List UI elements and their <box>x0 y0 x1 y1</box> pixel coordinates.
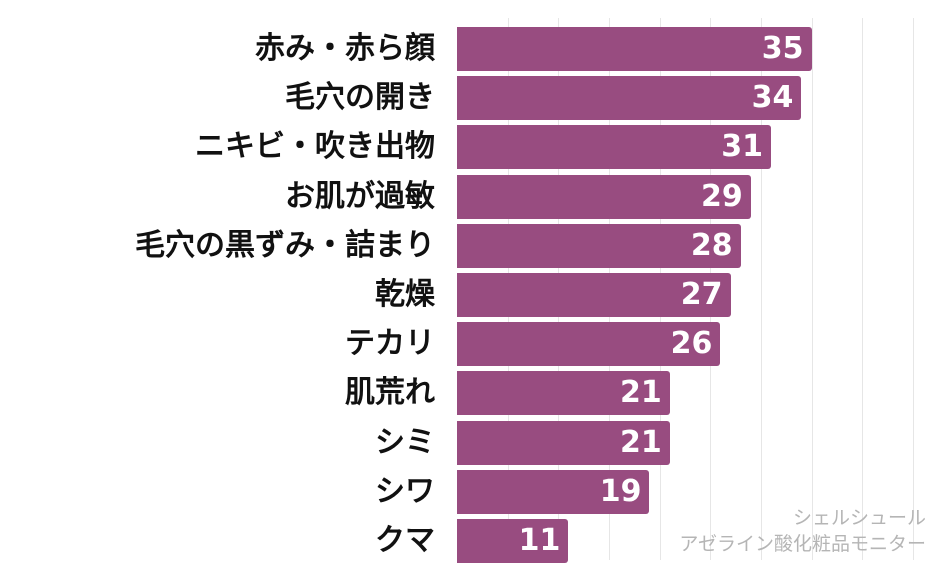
bar-value-label: 19 <box>599 473 642 509</box>
bar-value-label: 27 <box>680 277 723 312</box>
bar: 27 <box>457 273 731 317</box>
category-label: テカリ <box>345 326 435 362</box>
bar-value-label: 34 <box>751 80 794 116</box>
category-label: 肌荒れ <box>345 375 435 411</box>
category-label: 赤み・赤ら顔 <box>255 31 435 66</box>
gridline <box>811 18 813 560</box>
category-label: シワ <box>375 473 435 509</box>
bar: 29 <box>457 174 751 219</box>
category-label: 毛穴の開き <box>285 80 435 116</box>
category-label: シミ <box>375 424 435 460</box>
bar: 19 <box>457 469 650 514</box>
bar: 31 <box>457 125 772 170</box>
bar: 26 <box>457 322 721 367</box>
gridline <box>760 18 762 560</box>
bar-value-label: 35 <box>761 31 804 66</box>
category-label: ニキビ・吹き出物 <box>195 129 435 165</box>
bar-value-label: 31 <box>721 129 764 165</box>
bar-value-label: 11 <box>518 523 561 558</box>
category-label: 乾燥 <box>375 277 435 312</box>
bar: 35 <box>457 27 812 71</box>
bar: 21 <box>457 371 670 416</box>
credit-line-1: シェルシュール <box>792 507 926 529</box>
bar-value-label: 26 <box>670 326 713 362</box>
bar-value-label: 21 <box>619 424 662 460</box>
credit-line-2: アゼライン酸化粧品モニター <box>679 533 926 555</box>
category-label: お肌が過敏 <box>285 178 435 214</box>
bar-value-label: 28 <box>690 227 733 263</box>
credit-text: シェルシュール アゼライン酸化粧品モニター <box>679 505 926 557</box>
bar: 21 <box>457 420 670 465</box>
bar-value-label: 29 <box>701 178 743 214</box>
gridline <box>862 18 864 560</box>
bar: 28 <box>457 223 741 268</box>
gridline <box>912 18 914 560</box>
bar-value-label: 21 <box>619 375 662 411</box>
category-label: クマ <box>375 523 435 558</box>
category-label: 毛穴の黒ずみ・詰まり <box>135 227 435 263</box>
bar: 11 <box>457 519 569 563</box>
bar: 34 <box>457 76 802 121</box>
